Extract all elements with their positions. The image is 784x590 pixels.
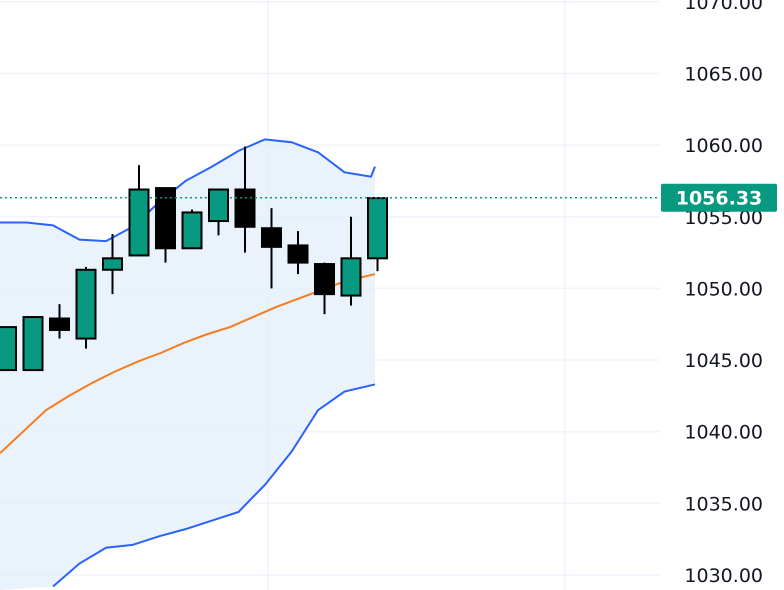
candle-body-up <box>367 197 388 260</box>
current-price-badge-bg <box>661 183 777 212</box>
candle-body-down <box>287 244 309 264</box>
price-tick-label: 1070.00 <box>684 0 763 14</box>
price-tick-label: 1060.00 <box>684 135 763 157</box>
price-tick-label: 1030.00 <box>684 565 763 587</box>
bollinger-band <box>0 138 376 590</box>
bollinger-lower-line <box>52 383 376 588</box>
candle <box>287 231 309 275</box>
price-tick-label: 1050.00 <box>684 278 763 300</box>
candle-body-up <box>102 257 123 271</box>
candle-body-up <box>208 188 229 223</box>
price-tick-label: 1045.00 <box>684 350 763 372</box>
candle <box>208 188 229 236</box>
candle <box>22 316 44 372</box>
candle <box>155 187 176 263</box>
candle <box>261 208 282 289</box>
current-price-label: 1056.33 <box>676 188 763 210</box>
candle <box>234 146 256 253</box>
bollinger-band-fill <box>0 139 375 590</box>
current-price-badge: 1056.33 <box>661 183 777 212</box>
candle <box>102 233 123 295</box>
candle-body-up <box>0 326 17 372</box>
price-axis[interactable]: 1030.00 1035.00 1040.00 1045.00 1050.00 1055.… <box>684 0 763 587</box>
candle-body-down <box>49 317 70 331</box>
price-tick-label: 1040.00 <box>684 422 763 444</box>
candle <box>181 209 203 250</box>
price-tick-label: 1065.00 <box>684 63 763 85</box>
candle <box>340 216 362 306</box>
candle-body-up <box>75 268 97 340</box>
candle-body-down <box>155 187 176 250</box>
candle-body-up <box>340 257 362 297</box>
basis-line <box>0 273 376 454</box>
candle <box>75 266 97 349</box>
candle <box>0 326 17 372</box>
candle-body-up <box>22 316 44 372</box>
candles <box>0 146 388 372</box>
candle-body-down <box>234 188 256 228</box>
candle <box>367 197 388 272</box>
candle <box>128 165 150 257</box>
candle-body-down <box>261 227 282 248</box>
price-tick-label: 1035.00 <box>684 493 763 515</box>
candle <box>49 304 70 339</box>
candle-body-up <box>181 211 203 250</box>
candle-body-down <box>314 263 335 296</box>
bollinger-upper-line <box>0 138 376 243</box>
candle <box>314 262 335 315</box>
price-tick-label: 1055.00 <box>684 207 763 229</box>
candle-body-up <box>128 188 150 257</box>
